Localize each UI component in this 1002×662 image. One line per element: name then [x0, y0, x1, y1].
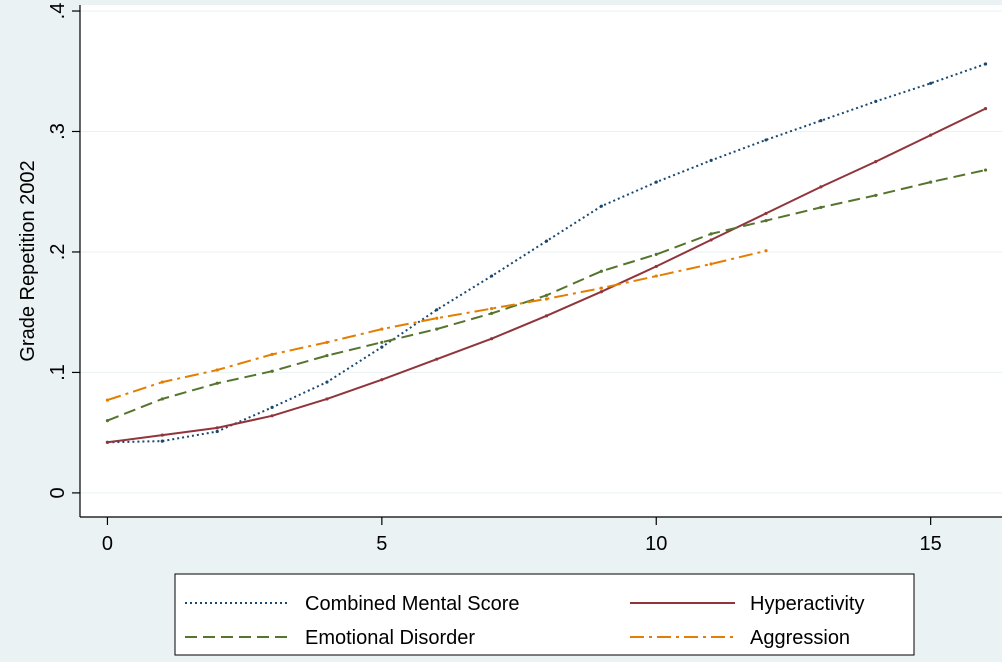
y-tick-label: 0	[47, 487, 69, 498]
series-2-point	[599, 290, 603, 294]
legend-label-2: Hyperactivity	[750, 593, 864, 615]
series-2-point	[709, 238, 713, 242]
series-4-point	[270, 352, 274, 356]
series-1-point	[544, 239, 549, 243]
y-axis-ticks: 0 .1 .2 .3 .4	[47, 3, 80, 498]
series-2-point	[490, 337, 494, 341]
series-1-point	[325, 380, 329, 384]
y-tick-label: .4	[47, 3, 69, 20]
series-4-point	[654, 274, 658, 278]
series-3-point	[215, 381, 219, 385]
y-tick-label: .1	[47, 364, 69, 381]
series-4-point	[325, 340, 329, 344]
series-2-point	[819, 185, 823, 189]
plot-area	[80, 5, 1002, 517]
x-tick-label: 15	[920, 533, 942, 555]
series-3-point	[929, 180, 933, 184]
x-tick-label: 5	[376, 533, 387, 555]
series-2-point	[929, 133, 933, 137]
series-4-point	[599, 286, 603, 290]
series-3-point	[764, 219, 768, 223]
series-4-point	[709, 262, 713, 266]
series-2-point	[380, 378, 384, 382]
series-1-point	[160, 439, 164, 443]
series-1-point	[929, 81, 933, 85]
series-1-point	[709, 158, 713, 163]
x-axis-ticks: 0 5 10 15	[102, 517, 942, 555]
series-1-point	[490, 274, 494, 278]
series-4-point	[764, 249, 768, 253]
series-2-point	[160, 433, 164, 437]
series-2-point	[983, 107, 988, 111]
series-1-point	[983, 62, 988, 66]
series-4-point	[490, 306, 494, 311]
series-3-point	[709, 232, 713, 236]
y-axis-label: Grade Repetition 2002	[17, 160, 39, 361]
x-tick-label: 10	[645, 533, 667, 555]
series-2-point	[654, 264, 658, 269]
series-4-point	[380, 327, 384, 331]
series-layer	[105, 62, 988, 444]
series-1-point	[654, 180, 658, 184]
series-4-point	[435, 316, 439, 320]
series-3-point	[270, 369, 274, 373]
series-4-point	[105, 398, 110, 402]
series-2-point	[874, 160, 878, 164]
series-3-point	[819, 205, 823, 209]
legend: Combined Mental Score Hyperactivity Emotio…	[174, 573, 915, 656]
legend-label-3: Emotional Disorder	[305, 627, 475, 649]
series-3-point	[160, 397, 164, 401]
series-4-point	[160, 380, 164, 384]
series-3-point	[874, 193, 878, 197]
series-1-point	[380, 345, 384, 349]
y-tick-label: .3	[47, 123, 69, 140]
series-2-point	[764, 211, 768, 216]
series-1-point	[435, 308, 439, 312]
series-1-point	[599, 204, 603, 208]
series-1-point	[215, 429, 219, 434]
series-3-point	[105, 419, 110, 423]
series-4-point	[215, 368, 219, 372]
series-1-point	[874, 99, 878, 103]
series-1-point	[819, 119, 823, 123]
legend-box	[174, 573, 915, 656]
y-tick-label: .2	[47, 244, 69, 261]
series-2-point	[270, 414, 274, 418]
series-2-point	[435, 357, 439, 361]
series-3-point	[654, 252, 658, 256]
series-3-point	[325, 353, 329, 358]
series-3-point	[490, 311, 494, 316]
series-2-point	[325, 397, 329, 401]
series-3-point	[380, 340, 384, 344]
legend-label-1: Combined Mental Score	[305, 593, 520, 615]
series-2-point	[215, 426, 219, 430]
x-tick-label: 0	[102, 533, 113, 555]
series-3-point	[599, 269, 603, 273]
series-2-point	[105, 440, 110, 444]
series-1-point	[270, 405, 274, 409]
gridlines	[80, 10, 1002, 494]
series-4-point	[544, 297, 549, 301]
series-3-point	[435, 327, 439, 331]
series-2-point	[544, 314, 549, 318]
legend-label-4: Aggression	[750, 627, 850, 649]
series-3-point	[983, 168, 988, 172]
series-1-point	[764, 138, 768, 142]
series-3-point	[544, 293, 549, 297]
